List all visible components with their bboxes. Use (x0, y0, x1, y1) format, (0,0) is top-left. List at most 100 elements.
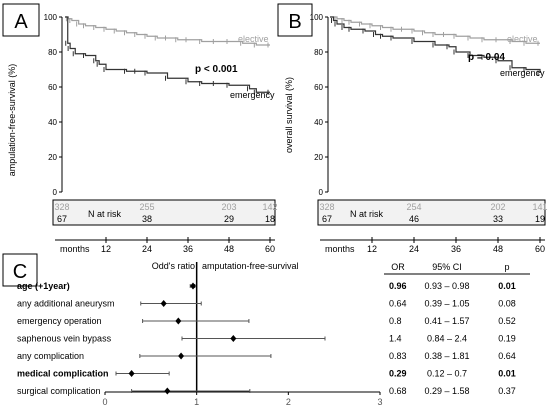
panel-a-y-ticks: 100 80 60 40 20 0 (44, 13, 62, 197)
panel-b-letter-box (277, 3, 313, 37)
panel-b-y-tick-label: 80 (314, 48, 323, 57)
panel-b-x-tick-label: 24 (409, 244, 419, 254)
panel-a-at-risk-elective: 142 (262, 202, 277, 212)
panel-a-pvalue: p < 0.001 (195, 64, 238, 75)
panel-a-ylabel: ampulation-free-survival (%) (7, 64, 17, 177)
panel-b-x-tick-label: 36 (451, 244, 461, 254)
forest-plot: 0 1 2 3 age (+1year) 0.96 0.93 – 0.98 0.01 any a… (17, 262, 516, 407)
panel-b-at-risk-numbers: 328 254 202 141 67 46 33 19 (319, 202, 547, 224)
table-p-value: 0.08 (498, 299, 516, 309)
panel-b-y-tick-label: 100 (310, 13, 324, 22)
table-p-value: 0.01 (498, 369, 516, 379)
panel-a: A ampulation-free-survival (%) 100 80 60 40… (2, 3, 278, 226)
panel-b-curve-emergency (330, 16, 541, 73)
forest-x-tick-label: 2 (286, 397, 291, 407)
panel-a-at-risk-box (52, 199, 276, 226)
table-or-value: 0.83 (389, 351, 407, 361)
panel-c-letter-box (2, 253, 38, 287)
forest-x-tick-label: 0 (102, 397, 107, 407)
panel-a-x-tick-label: 24 (142, 244, 152, 254)
panel-a-x-tick-label: 36 (183, 244, 193, 254)
panel-b-y-tick-label: 40 (314, 118, 323, 127)
panel-b-at-risk-emergency: 46 (409, 214, 419, 224)
panel-a-x-tick-label: 60 (265, 244, 275, 254)
forest-x-tick-label: 1 (194, 397, 199, 407)
table-ci-value: 0.39 – 1.05 (424, 299, 469, 309)
forest-row-label: surgical complication (17, 386, 101, 396)
panel-b-at-risk-elective: 202 (490, 202, 505, 212)
forest-header-left: Odd's ratio (152, 261, 195, 271)
panel-b-x-tick-label: 12 (367, 244, 377, 254)
panel-a-x-tick-label: 48 (224, 244, 234, 254)
forest-row-label: age (+1year) (17, 281, 70, 291)
forest-or-marker (160, 300, 167, 307)
panel-a-y-tick-label: 0 (53, 188, 58, 197)
panel-a-letter: A (14, 11, 28, 33)
forest-row-label: any complication (17, 351, 84, 361)
panel-b-x-tick-label: 48 (493, 244, 503, 254)
panel-b-y-tick-label: 0 (319, 188, 324, 197)
forest-or-marker (178, 352, 185, 360)
forest-row-label: medical complication (17, 369, 109, 379)
panel-b-ylabel: overall survival (%) (284, 77, 294, 153)
panel-b-at-risk-label: N at risk (350, 209, 384, 219)
table-p-value: 0.37 (498, 386, 516, 396)
panel-a-y-tick-label: 40 (48, 118, 57, 127)
panel-a-x-tick-label: 12 (101, 244, 111, 254)
table-or-value: 0.8 (389, 316, 402, 326)
forest-or-marker (128, 370, 135, 377)
panel-a-y-tick-label: 60 (48, 83, 57, 92)
table-header-or: OR (391, 262, 405, 272)
forest-or-marker (164, 387, 171, 395)
panel-b-emergency-label: emergency (500, 68, 545, 78)
table-or-value: 0.68 (389, 386, 407, 396)
panel-a-at-risk-numbers: 328 255 203 142 67 38 29 18 (54, 202, 277, 224)
forest-header-right: amputation-free-survival (202, 261, 299, 271)
forest-x-tick-label: 3 (377, 397, 382, 407)
table-ci-value: 0.12 – 0.7 (427, 369, 467, 379)
panel-a-at-risk-label: N at risk (88, 209, 122, 219)
table-header-ci: 95% CI (432, 262, 462, 272)
panel-b-at-risk-elective: 254 (406, 202, 421, 212)
panel-a-at-risk-elective: 328 (54, 202, 69, 212)
panel-a-at-risk-elective: 203 (221, 202, 236, 212)
forest-row-label: saphenous vein bypass (17, 334, 112, 344)
panel-c: C Odd's ratio amputation-free-survival O… (2, 253, 530, 407)
panel-b-curve-elective (330, 16, 540, 44)
forest-or-marker (190, 282, 196, 290)
panel-b-elective-label: elective (507, 34, 538, 44)
table-ci-value: 0.38 – 1.81 (424, 351, 469, 361)
panel-b-y-ticks: 100 80 60 40 20 0 (310, 13, 328, 197)
table-p-value: 0.19 (498, 334, 516, 344)
panel-a-at-risk-emergency: 67 (57, 214, 67, 224)
table-or-value: 0.64 (389, 299, 407, 309)
forest-or-marker (230, 335, 237, 342)
forest-or-marker (175, 317, 182, 325)
panel-a-curves (65, 16, 270, 95)
table-header-p: p (504, 262, 509, 272)
panel-b-x-axis: months 12 24 36 48 60 (320, 237, 545, 254)
panel-a-x-label: months (60, 244, 90, 254)
panel-b-y-tick-label: 60 (314, 83, 323, 92)
panel-b-x-tick-label: 60 (535, 244, 545, 254)
table-ci-value: 0.84 – 2.4 (427, 334, 467, 344)
panel-b-at-risk-box (317, 199, 546, 226)
panel-a-y-tick-label: 80 (48, 48, 57, 57)
forest-row-label: emergency operation (17, 316, 102, 326)
panel-b-at-risk-emergency: 67 (322, 214, 332, 224)
panel-b-curves (330, 16, 541, 76)
panel-a-letter-box (2, 3, 40, 37)
table-ci-value: 0.29 – 1.58 (424, 386, 469, 396)
panel-a-at-risk-emergency: 18 (265, 214, 275, 224)
table-or-value: 1.4 (389, 334, 402, 344)
table-ci-value: 0.41 – 1.57 (424, 316, 469, 326)
table-or-value: 0.29 (389, 369, 407, 379)
panel-b-pvalue: p = 0.04 (468, 52, 505, 63)
panel-a-y-tick-label: 20 (48, 153, 57, 162)
table-or-value: 0.96 (389, 281, 407, 291)
table-p-value: 0.52 (498, 316, 516, 326)
panel-a-curve-elective (65, 16, 270, 46)
panel-a-curve-emergency (65, 16, 270, 93)
panel-b-at-risk-elective: 328 (319, 202, 334, 212)
